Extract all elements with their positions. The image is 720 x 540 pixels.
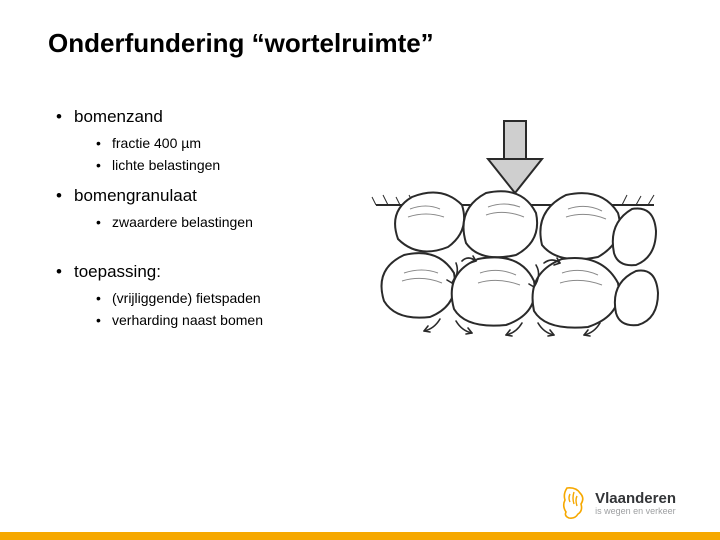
down-arrow-icon [488,121,542,193]
sub-item: verharding naast bomen [96,310,358,332]
sub-list: fractie 400 µm lichte belastingen [74,133,358,176]
bullet-label: bomengranulaat [74,186,197,205]
structural-soil-illustration-icon [370,113,660,343]
spacer [48,244,358,262]
sub-item: lichte belastingen [96,155,358,177]
bullet-toepassing: toepassing: (vrijliggende) fietspaden ve… [56,262,358,331]
sub-item: zwaardere belastingen [96,212,358,234]
content-row: bomenzand fractie 400 µm lichte belastin… [48,107,672,343]
brand-logo: Vlaanderen is wegen en verkeer [561,486,676,520]
sub-list: (vrijliggende) fietspaden verharding naa… [74,288,358,331]
logo-text-block: Vlaanderen is wegen en verkeer [595,491,676,516]
footer-accent-bar [0,532,720,540]
sub-item: fractie 400 µm [96,133,358,155]
logo-name: Vlaanderen [595,491,676,506]
sub-item: (vrijliggende) fietspaden [96,288,358,310]
logo-tagline: is wegen en verkeer [595,507,676,516]
bullet-bomengranulaat: bomengranulaat zwaardere belastingen [56,186,358,234]
bullet-bomenzand: bomenzand fractie 400 µm lichte belastin… [56,107,358,176]
slide-title: Onderfundering “wortelruimte” [48,28,672,59]
illustration-column [358,107,672,343]
main-list: bomenzand fractie 400 µm lichte belastin… [48,107,358,234]
vlaanderen-lion-icon [561,486,587,520]
main-list-2: toepassing: (vrijliggende) fietspaden ve… [48,262,358,331]
sub-list: zwaardere belastingen [74,212,358,234]
text-column: bomenzand fractie 400 µm lichte belastin… [48,107,358,343]
bullet-label: bomenzand [74,107,163,126]
bullet-label: toepassing: [74,262,161,281]
